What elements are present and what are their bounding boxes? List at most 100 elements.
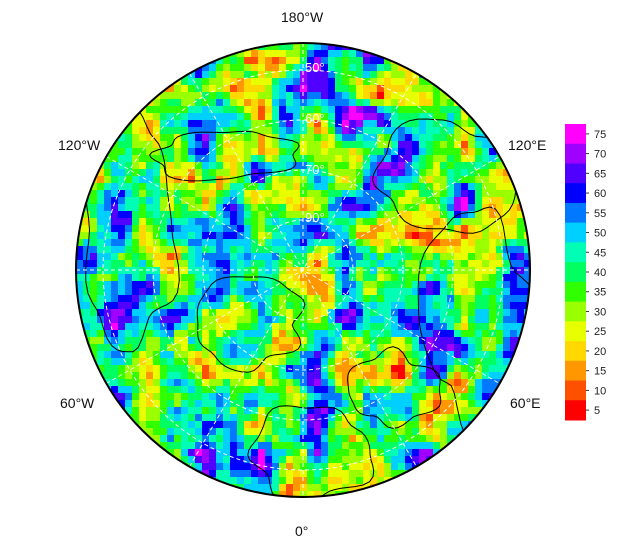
- field-cell: [349, 148, 357, 156]
- field-cell: [202, 64, 210, 72]
- field-cell: [440, 99, 448, 107]
- field-cell: [230, 232, 238, 240]
- field-cell: [272, 323, 280, 331]
- lon-label-180w: 180°W: [281, 9, 324, 25]
- colorbar-segment: [565, 321, 586, 342]
- field-cell: [300, 428, 308, 436]
- field-cell: [447, 99, 455, 107]
- field-cell: [321, 428, 329, 436]
- field-cell: [188, 323, 196, 331]
- field-cell: [195, 148, 203, 156]
- field-cell: [125, 253, 133, 261]
- field-cell: [132, 239, 140, 247]
- field-cell: [90, 204, 98, 212]
- field-cell: [160, 435, 168, 443]
- field-cell: [272, 204, 280, 212]
- field-cell: [496, 141, 504, 149]
- field-cell: [328, 421, 336, 429]
- field-cell: [265, 148, 273, 156]
- field-cell: [104, 365, 112, 373]
- field-cell: [272, 260, 280, 268]
- field-cell: [244, 176, 252, 184]
- field-cell: [230, 239, 238, 247]
- field-cell: [244, 477, 252, 485]
- field-cell: [342, 372, 350, 380]
- field-cell: [412, 78, 420, 86]
- field-cell: [363, 456, 371, 464]
- field-cell: [461, 225, 469, 233]
- field-cell: [272, 316, 280, 324]
- field-cell: [125, 365, 133, 373]
- field-cell: [440, 92, 448, 100]
- field-cell: [335, 337, 343, 345]
- field-cell: [384, 274, 392, 282]
- field-cell: [307, 64, 315, 72]
- field-cell: [447, 267, 455, 275]
- field-cell: [314, 484, 322, 492]
- field-cell: [279, 449, 287, 457]
- field-cell: [174, 281, 182, 289]
- field-cell: [314, 309, 322, 317]
- field-cell: [377, 183, 385, 191]
- field-cell: [125, 358, 133, 366]
- field-cell: [356, 302, 364, 310]
- field-cell: [272, 169, 280, 177]
- field-cell: [132, 211, 140, 219]
- field-cell: [468, 232, 476, 240]
- field-cell: [160, 176, 168, 184]
- field-cell: [216, 414, 224, 422]
- field-cell: [251, 421, 259, 429]
- field-cell: [181, 190, 189, 198]
- field-cell: [286, 99, 294, 107]
- colorbar-tick-label: 70: [594, 149, 606, 161]
- field-cell: [328, 435, 336, 443]
- field-cell: [356, 267, 364, 275]
- field-cell: [279, 393, 287, 401]
- field-cell: [167, 169, 175, 177]
- field-cell: [314, 442, 322, 450]
- field-cell: [167, 218, 175, 226]
- field-cell: [342, 358, 350, 366]
- field-cell: [363, 155, 371, 163]
- field-cell: [181, 456, 189, 464]
- field-cell: [391, 421, 399, 429]
- field-cell: [293, 337, 301, 345]
- field-cell: [160, 183, 168, 191]
- field-cell: [286, 309, 294, 317]
- field-cell: [97, 295, 105, 303]
- field-cell: [118, 246, 126, 254]
- field-cell: [384, 120, 392, 128]
- field-cell: [426, 246, 434, 254]
- field-cell: [244, 365, 252, 373]
- field-cell: [132, 302, 140, 310]
- colorbar-segment: [565, 281, 586, 303]
- field-cell: [132, 428, 140, 436]
- field-cell: [279, 365, 287, 373]
- field-cell: [342, 400, 350, 408]
- field-cell: [461, 232, 469, 240]
- field-cell: [97, 218, 105, 226]
- field-cell: [391, 386, 399, 394]
- field-cell: [188, 99, 196, 107]
- field-cell: [363, 239, 371, 247]
- field-cell: [153, 372, 161, 380]
- field-cell: [230, 99, 238, 107]
- field-cell: [321, 64, 329, 72]
- field-cell: [356, 260, 364, 268]
- field-cell: [475, 155, 483, 163]
- field-cell: [370, 127, 378, 135]
- field-cell: [258, 442, 266, 450]
- field-cell: [342, 57, 350, 65]
- field-cell: [433, 106, 441, 114]
- field-cell: [174, 183, 182, 191]
- field-cell: [125, 302, 133, 310]
- field-cell: [461, 99, 469, 107]
- field-cell: [363, 197, 371, 205]
- field-cell: [300, 50, 308, 58]
- field-cell: [370, 113, 378, 121]
- field-cell: [272, 491, 280, 497]
- field-cell: [342, 274, 350, 282]
- graticule: [76, 43, 530, 497]
- field-cell: [286, 148, 294, 156]
- field-cell: [419, 323, 427, 331]
